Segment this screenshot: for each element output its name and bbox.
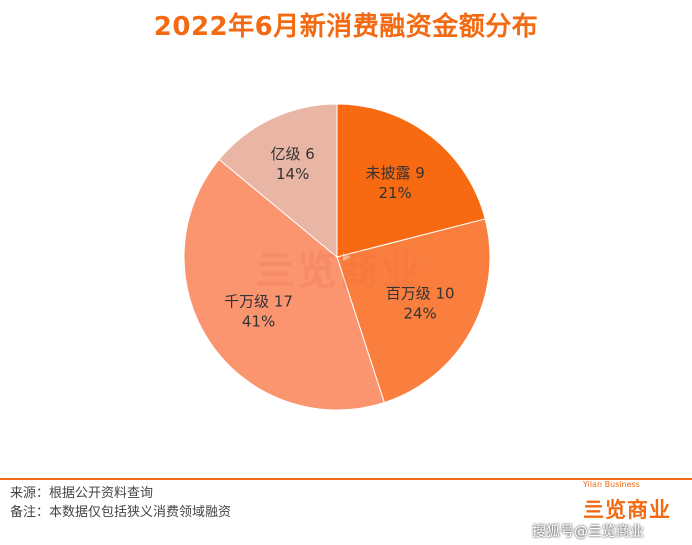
pie-slice-1	[336, 218, 491, 404]
source-note: 来源：根据公开资料查询	[10, 486, 154, 501]
brand-logo: 亖览商业	[583, 498, 671, 522]
pie-slice-2	[183, 158, 385, 411]
slice-percent-3: 14%	[276, 165, 309, 183]
slice-label-2: 千万级 17	[224, 292, 293, 310]
center-marker-icon	[343, 253, 351, 261]
logo-subtitle: Yilan Business	[583, 480, 640, 489]
remark-note: 备注：本数据仅包括狭义消费领域融资	[10, 505, 232, 520]
slice-label-1: 百万级 10	[386, 285, 455, 303]
slice-label-0: 未披露 9	[365, 164, 424, 182]
slice-label-3: 亿级 6	[271, 145, 315, 163]
chart-title: 2022年6月新消费融资金额分布	[153, 12, 539, 42]
center-watermark: 亖览商业	[255, 248, 423, 294]
slice-percent-2: 41%	[242, 312, 275, 330]
footer-watermark: 搜狐号@亖览商业	[532, 524, 644, 540]
slice-percent-0: 21%	[378, 184, 411, 202]
pie-slice-0	[336, 103, 486, 258]
footer-divider	[0, 478, 692, 480]
pie-slice-3	[218, 103, 338, 259]
footer-notes: 来源：根据公开资料查询 备注：本数据仅包括狭义消费领域融资	[10, 484, 231, 522]
slice-percent-1: 24%	[403, 305, 436, 323]
